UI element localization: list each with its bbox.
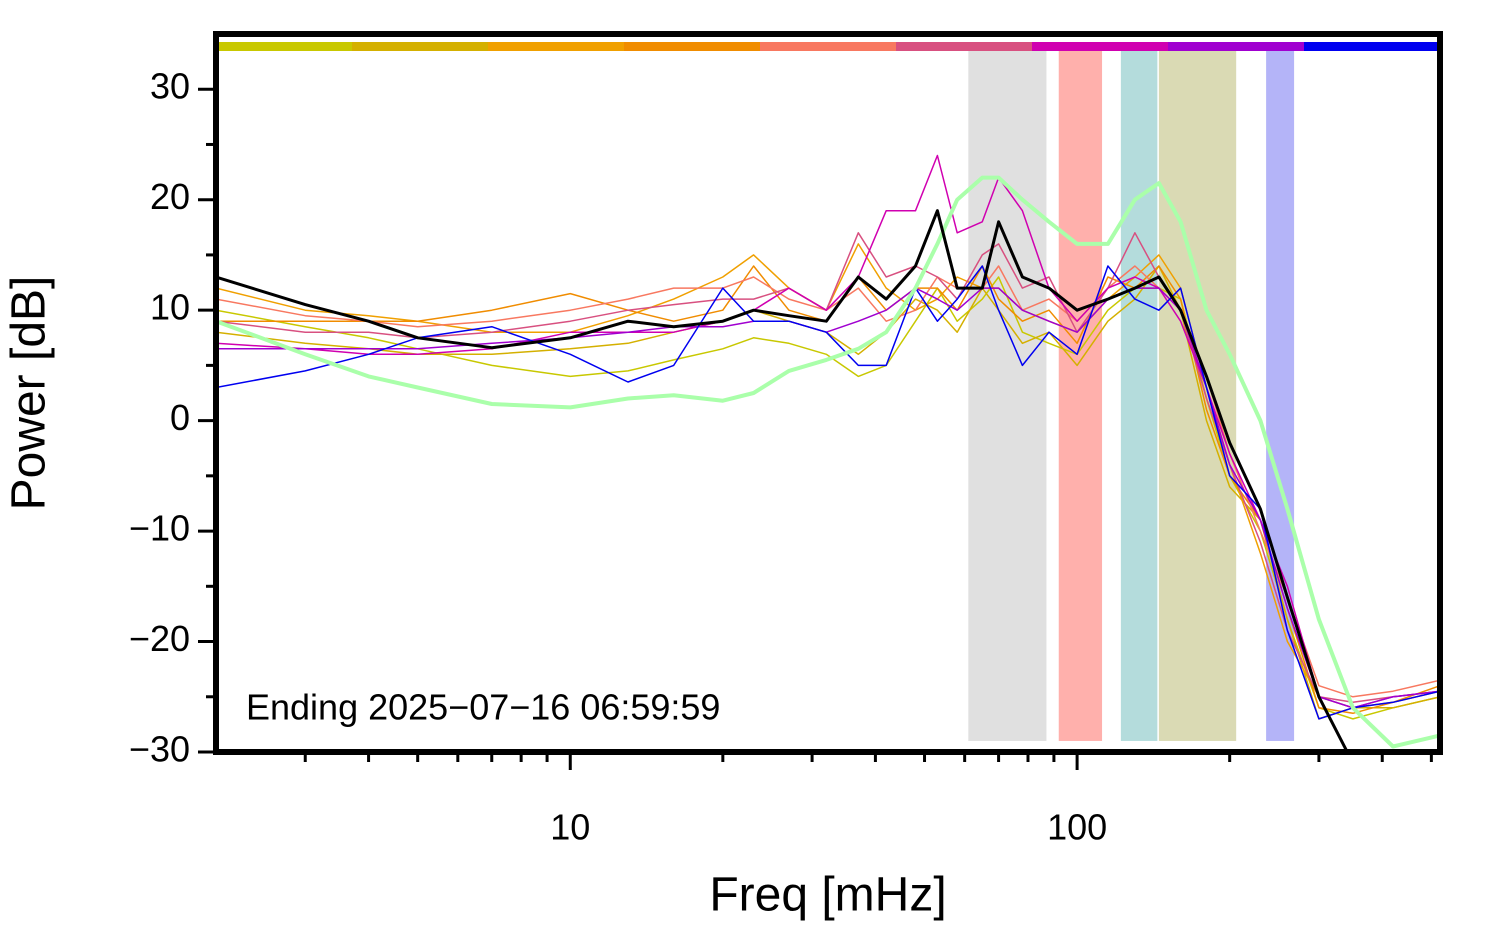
series-line <box>216 243 1440 709</box>
y-tick-label: 30 <box>150 66 190 107</box>
color-bar-segment <box>488 42 624 51</box>
color-bar-segment <box>896 42 1032 51</box>
series-line <box>216 175 1440 749</box>
band <box>1158 50 1237 741</box>
band <box>1058 50 1103 741</box>
y-tick-label: −10 <box>129 508 190 549</box>
color-bar <box>216 42 1440 51</box>
y-tick-label: −30 <box>129 729 190 770</box>
axes: −30 −20 −10 0 10 20 30 10 100 <box>129 66 1433 848</box>
band <box>1120 50 1158 741</box>
y-tick-label: 20 <box>150 176 190 217</box>
plot-frame <box>213 31 1443 755</box>
y-axis-title: Power [dB] <box>3 276 56 511</box>
color-bar-segment <box>1304 42 1440 51</box>
x-axis-title: Freq [mHz] <box>709 869 946 922</box>
color-bar-segment <box>1168 42 1304 51</box>
color-bar-segment <box>624 42 760 51</box>
y-tick-label: 0 <box>170 397 190 438</box>
annotation: Ending 2025−07−16 06:59:59 <box>246 687 720 728</box>
series-line <box>216 232 1440 704</box>
color-bar-segment <box>352 42 488 51</box>
band <box>968 50 1047 741</box>
color-bar-segment <box>216 42 352 51</box>
color-bar-segment <box>760 42 896 51</box>
color-bar-segment <box>1032 42 1168 51</box>
lines <box>216 154 1440 752</box>
x-tick-label: 100 <box>1047 807 1107 848</box>
y-tick-label: −20 <box>129 618 190 659</box>
y-tick-label: 10 <box>150 287 190 328</box>
x-tick-label: 10 <box>550 807 590 848</box>
series-line <box>216 154 1440 709</box>
series-line <box>216 265 1440 720</box>
series-line <box>216 209 1349 752</box>
bands <box>968 50 1295 741</box>
